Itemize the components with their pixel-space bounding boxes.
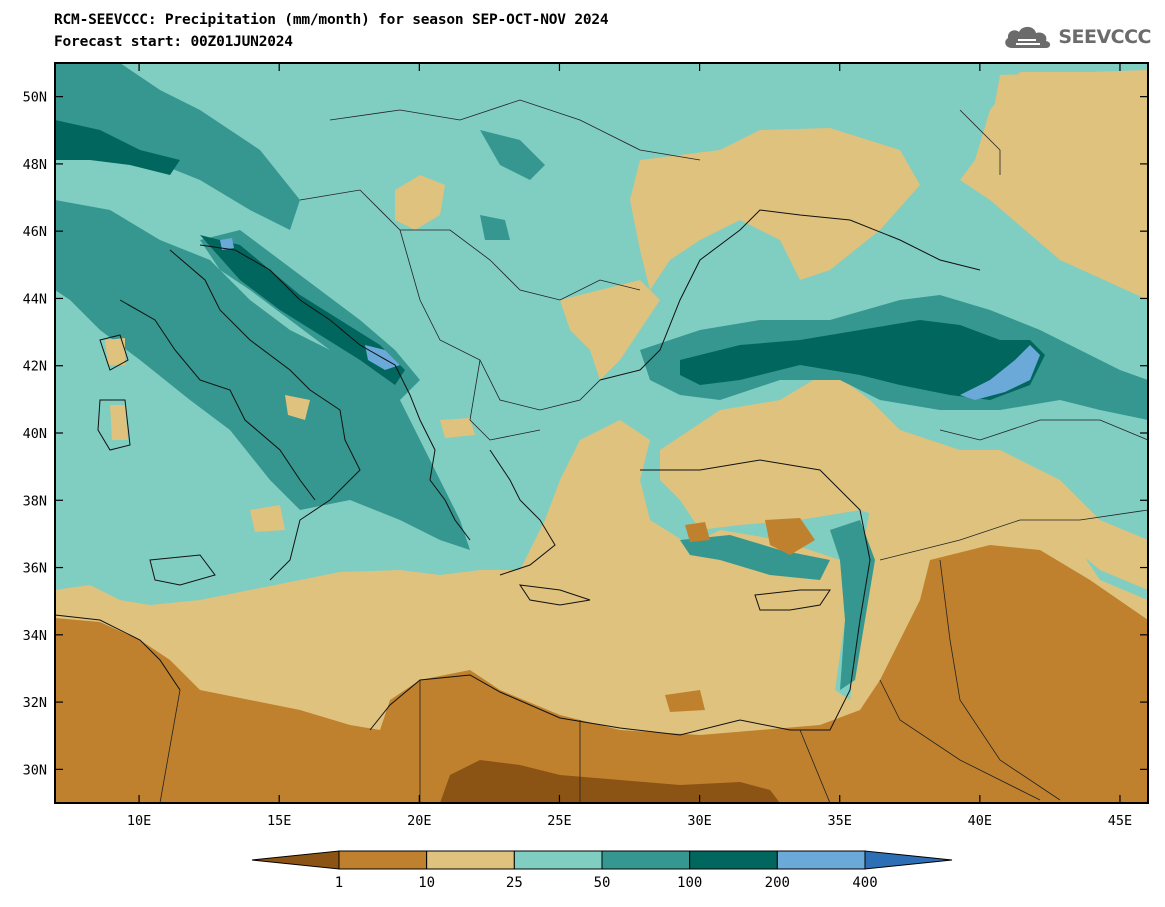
lon-tick-label: 35E xyxy=(828,813,852,829)
lat-tick-label: 50N xyxy=(23,90,47,106)
axis-ticks: 10E 15E 20E 25E 30E 35E 40E 45E 30N 32N 34N 36N 38N 4… xyxy=(23,63,1148,829)
colorbar-high-arrow xyxy=(864,850,953,870)
colorbar-level-label: 100 xyxy=(677,875,702,891)
lon-tick-label: 25E xyxy=(547,813,571,829)
colorbar-box xyxy=(513,850,603,870)
lon-tick-label: 15E xyxy=(267,813,291,829)
field-10-25 xyxy=(55,545,1148,803)
lat-tick-label: 46N xyxy=(23,224,47,240)
lat-tick-label: 44N xyxy=(23,291,47,307)
lat-tick-label: 40N xyxy=(23,426,47,442)
colorbar-low-arrow xyxy=(251,850,340,870)
lon-tick-label: 45E xyxy=(1108,813,1132,829)
coastlines xyxy=(55,209,981,736)
map-title: RCM-SEEVCCC: Precipitation (mm/month) fo… xyxy=(54,12,609,28)
seevccc-logo: SEEVCCC xyxy=(1002,22,1151,52)
lon-tick-label: 20E xyxy=(407,813,431,829)
field-1-10 xyxy=(440,760,780,803)
lat-tick-label: 36N xyxy=(23,561,47,577)
colorbar-box xyxy=(776,850,866,870)
colorbar-level-label: 50 xyxy=(594,875,611,891)
colorbar-box xyxy=(426,850,515,870)
cloud-icon xyxy=(1005,26,1051,48)
lat-tick-label: 38N xyxy=(23,493,47,509)
colorbar-box xyxy=(338,850,428,870)
forecast-start-label: Forecast start: 00Z01JUN2024 xyxy=(54,34,293,50)
lat-tick-label: 48N xyxy=(23,157,47,173)
lat-tick-label: 34N xyxy=(23,628,47,644)
precipitation-fields xyxy=(55,63,1148,803)
colorbar-level-label: 200 xyxy=(765,875,790,891)
colorbar-box xyxy=(601,850,691,870)
lon-tick-label: 30E xyxy=(687,813,711,829)
colorbar-level-label: 10 xyxy=(418,875,435,891)
country-borders xyxy=(159,99,1148,803)
colorbar: 1 10 25 50 100 200 400 xyxy=(251,850,953,891)
colorbar-level-label: 400 xyxy=(852,875,877,891)
lon-tick-label: 10E xyxy=(127,813,151,829)
lat-tick-label: 32N xyxy=(23,695,47,711)
logo-text: SEEVCCC xyxy=(1058,26,1151,48)
colorbar-level-label: 1 xyxy=(335,875,343,891)
lat-tick-label: 30N xyxy=(23,762,47,778)
lon-tick-label: 40E xyxy=(968,813,992,829)
field-200-400 xyxy=(55,120,1045,400)
lat-tick-label: 42N xyxy=(23,359,47,375)
colorbar-box xyxy=(689,850,778,870)
colorbar-level-label: 25 xyxy=(506,875,523,891)
